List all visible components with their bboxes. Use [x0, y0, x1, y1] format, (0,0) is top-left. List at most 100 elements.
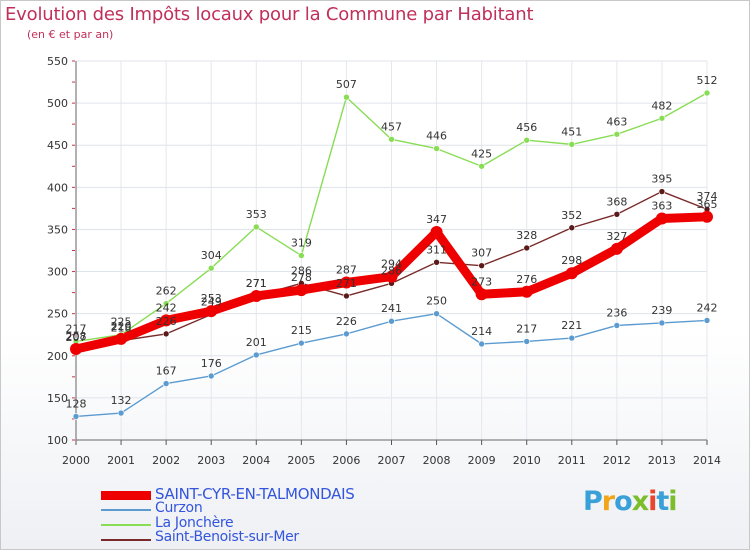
data-label-saint-cyr: 298 — [561, 254, 582, 267]
data-label-curzon: 241 — [381, 302, 402, 315]
data-point-la-jonchere — [433, 145, 440, 152]
data-point-saint-cyr — [115, 332, 128, 345]
data-label-saint-cyr: 363 — [651, 199, 672, 212]
legend-label-saint-cyr: SAINT-CYR-EN-TALMONDAIS — [155, 485, 355, 503]
data-label-la-jonchere: 446 — [426, 130, 447, 143]
data-label-la-jonchere: 425 — [471, 147, 492, 160]
data-point-curzon — [568, 334, 576, 342]
x-tick-label: 2008 — [423, 454, 451, 467]
data-label-curzon: 250 — [426, 295, 447, 308]
logo-letter: i — [668, 486, 677, 517]
data-point-saint-benoist — [343, 292, 350, 300]
data-label-saint-cyr: 242 — [156, 301, 177, 314]
data-label-la-jonchere: 512 — [697, 74, 718, 87]
data-label-la-jonchere: 456 — [516, 121, 537, 134]
data-point-curzon — [298, 339, 305, 347]
legend-label-saint-benoist: Saint-Benoist-sur-Mer — [155, 529, 299, 545]
data-label-saint-benoist: 286 — [291, 264, 312, 277]
data-point-saint-cyr — [655, 212, 668, 225]
data-label-la-jonchere: 353 — [246, 208, 267, 221]
data-label-curzon: 214 — [471, 325, 492, 338]
data-label-la-jonchere: 304 — [201, 249, 222, 262]
data-point-curzon — [478, 340, 485, 348]
data-label-saint-benoist: 328 — [516, 229, 537, 242]
data-label-curzon: 201 — [246, 336, 267, 349]
chart-subtitle: (en € et par an) — [27, 28, 114, 41]
data-label-saint-benoist: 249 — [201, 296, 222, 309]
data-label-saint-cyr: 253 — [201, 292, 222, 305]
data-point-curzon — [117, 409, 125, 417]
series-points — [70, 89, 713, 420]
data-label-curzon: 242 — [697, 301, 718, 314]
data-point-curzon — [613, 322, 621, 329]
y-tick-label: 250 — [47, 308, 68, 321]
x-tick-label: 2003 — [197, 454, 225, 467]
data-label-saint-benoist: 271 — [246, 277, 267, 290]
legend-swatch-saint-benoist — [101, 539, 151, 541]
data-point-saint-cyr — [520, 285, 533, 298]
data-label-saint-benoist: 374 — [697, 190, 718, 203]
data-label-saint-cyr: 327 — [606, 230, 627, 243]
y-axis: 100 150 200 250 300 350 400 450 500 550 — [47, 55, 77, 447]
data-label-saint-cyr: 276 — [516, 273, 537, 286]
x-tick-label: 2006 — [332, 454, 360, 467]
data-label-la-jonchere: 319 — [291, 237, 312, 250]
data-point-saint-cyr — [295, 284, 308, 297]
data-label-curzon: 236 — [606, 306, 627, 319]
logo-letter: t — [656, 486, 669, 517]
data-point-saint-benoist — [658, 188, 666, 195]
data-point-la-jonchere — [343, 93, 350, 101]
data-point-saint-benoist — [478, 262, 485, 269]
data-label-saint-cyr: 365 — [697, 198, 718, 211]
data-point-saint-cyr — [610, 242, 623, 255]
data-point-curzon — [162, 380, 170, 387]
x-tick-label: 2012 — [603, 454, 631, 467]
proxiti-logo: Proxiti — [583, 486, 678, 517]
logo-letter: i — [648, 486, 657, 517]
data-label-saint-benoist: 286 — [381, 264, 402, 277]
data-point-saint-cyr — [250, 289, 263, 302]
data-label-curzon: 176 — [201, 357, 222, 370]
data-point-la-jonchere — [613, 130, 621, 138]
data-label-curzon: 167 — [156, 365, 177, 378]
x-tick-label: 2002 — [152, 454, 180, 467]
y-tick-label: 200 — [47, 350, 68, 363]
x-axis: 2000 2001 2002 2003 2004 2005 2006 2007 2008 2009… — [62, 439, 721, 467]
data-label-saint-benoist: 207 — [66, 331, 87, 344]
data-point-la-jonchere — [568, 141, 576, 148]
y-tick-label: 550 — [47, 55, 68, 68]
data-point-la-jonchere — [703, 89, 711, 97]
data-point-saint-cyr — [565, 267, 578, 280]
data-point-saint-benoist — [433, 258, 440, 266]
data-point-la-jonchere — [523, 136, 531, 144]
data-label-saint-benoist: 218 — [111, 322, 132, 335]
data-label-curzon: 239 — [651, 304, 672, 317]
legend-label-curzon: Curzon — [155, 500, 203, 516]
data-point-la-jonchere — [162, 300, 170, 307]
x-tick-label: 2009 — [468, 454, 496, 467]
x-tick-label: 2005 — [287, 454, 315, 467]
data-label-curzon: 128 — [66, 397, 87, 410]
data-point-saint-cyr — [70, 343, 82, 356]
data-label-curzon: 221 — [561, 319, 582, 332]
chart-title: Evolution des Impôts locaux pour la Comm… — [5, 4, 534, 25]
y-tick-label: 300 — [47, 266, 68, 279]
data-point-curzon — [703, 317, 711, 324]
logo-letter: o — [614, 486, 633, 517]
data-point-curzon — [72, 413, 80, 420]
x-tick-label: 2000 — [62, 454, 90, 467]
data-label-la-jonchere: 507 — [336, 78, 357, 91]
data-label-saint-cyr: 294 — [381, 258, 402, 271]
data-label-curzon: 217 — [516, 322, 537, 335]
data-point-saint-cyr — [701, 210, 713, 223]
data-label-la-jonchere: 463 — [606, 115, 627, 128]
data-label-saint-benoist: 352 — [561, 209, 582, 222]
data-label-la-jonchere: 451 — [561, 125, 582, 138]
x-tick-label: 2011 — [558, 454, 586, 467]
data-point-saint-benoist — [523, 244, 531, 252]
data-point-curzon — [523, 338, 531, 345]
y-tick-label: 150 — [47, 392, 68, 405]
data-point-curzon — [658, 319, 666, 327]
data-label-la-jonchere: 262 — [156, 285, 177, 298]
